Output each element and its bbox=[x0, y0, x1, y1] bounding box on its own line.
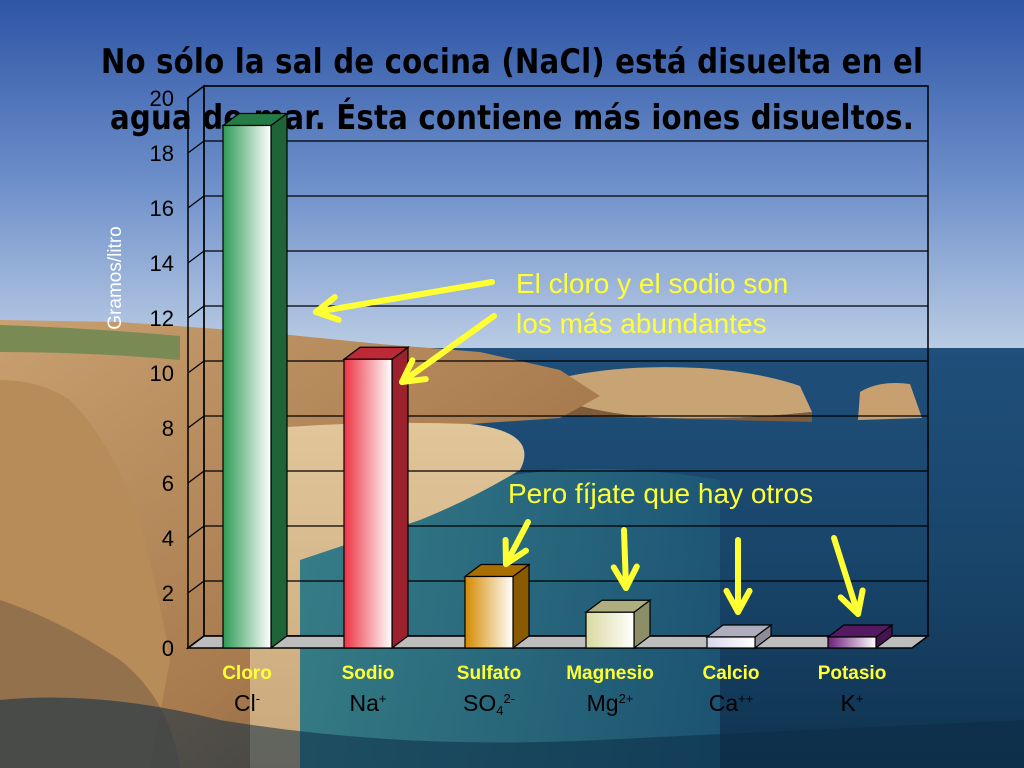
gridline-side bbox=[187, 635, 205, 649]
bar-magnesio bbox=[585, 611, 635, 649]
category-label: Sulfato bbox=[457, 663, 521, 684]
y-axis-label: Gramos/litro bbox=[105, 226, 126, 330]
y-tick-label: 0 bbox=[162, 636, 174, 661]
ion-formula: Mg2+ bbox=[586, 690, 634, 716]
category-label: Magnesio bbox=[566, 663, 654, 684]
bar-cloro bbox=[222, 124, 272, 649]
bar-potasio bbox=[827, 636, 877, 649]
category-label: Cloro bbox=[222, 663, 272, 684]
chart-grid bbox=[185, 84, 931, 650]
category-label: Sodio bbox=[342, 663, 395, 684]
y-tick-label: 18 bbox=[150, 141, 174, 166]
bar-side bbox=[391, 346, 409, 650]
arrow-to-sulfato-icon bbox=[502, 519, 531, 567]
annotation-others: Pero fíjate que hay otros bbox=[508, 478, 814, 509]
bar-side bbox=[512, 563, 530, 650]
y-tick-label: 16 bbox=[150, 196, 174, 221]
gridline-side bbox=[187, 250, 205, 264]
arrow-to-calcio-icon bbox=[723, 537, 753, 615]
gridline-side bbox=[187, 195, 205, 209]
y-tick-label: 6 bbox=[162, 471, 174, 496]
gridline-side bbox=[187, 525, 205, 539]
annotation-abundant-line-2: los más abundantes bbox=[516, 308, 767, 339]
y-tick-label: 2 bbox=[162, 581, 174, 606]
gridline-side bbox=[187, 470, 205, 484]
y-tick-label: 14 bbox=[150, 251, 174, 276]
arrow-to-potasio-icon bbox=[831, 535, 866, 617]
arrow-to-magnesio-icon bbox=[610, 527, 640, 591]
chart-floor bbox=[185, 635, 931, 649]
gridline-side bbox=[187, 415, 205, 429]
ion-formula: Ca++ bbox=[708, 690, 754, 716]
title-line-1: No sólo la sal de cocina (NaCl) está dis… bbox=[100, 42, 924, 82]
gridline-side bbox=[187, 140, 205, 154]
ion-formula: SO42- bbox=[462, 690, 516, 718]
bar-calcio bbox=[706, 636, 756, 649]
category-label: Potasio bbox=[818, 663, 887, 684]
chart-labels: 0 2 4 6 8 10 12 14 16 18 20 Cloro Sodio Sulfato Magnes… bbox=[150, 86, 887, 684]
bar-side bbox=[270, 112, 288, 650]
y-tick-label: 10 bbox=[150, 361, 174, 386]
ion-formula: Cl- bbox=[233, 690, 261, 716]
gridline-side bbox=[187, 360, 205, 374]
bar-sulfato bbox=[464, 575, 514, 649]
arrow-to-cloro-icon bbox=[313, 279, 495, 323]
y-tick-label: 8 bbox=[162, 416, 174, 441]
gridline-side bbox=[187, 305, 205, 319]
bar-sodio bbox=[343, 358, 393, 649]
annotation-abundant-line-1: El cloro y el sodio son bbox=[516, 268, 789, 299]
gridline-side bbox=[187, 85, 205, 99]
y-tick-label: 20 bbox=[150, 86, 174, 111]
category-label: Calcio bbox=[702, 663, 759, 684]
chart-bars bbox=[221, 112, 894, 650]
ion-formula: Na+ bbox=[349, 690, 387, 716]
ion-formula: K+ bbox=[840, 690, 864, 716]
arrow-to-sodio-icon bbox=[399, 313, 497, 385]
y-tick-label: 4 bbox=[162, 526, 174, 551]
annotation-arrows bbox=[313, 279, 866, 617]
gridline-side bbox=[187, 580, 205, 594]
annotation-abundant: El cloro y el sodio son los más abundant… bbox=[516, 264, 788, 344]
y-tick-label: 12 bbox=[150, 306, 174, 331]
